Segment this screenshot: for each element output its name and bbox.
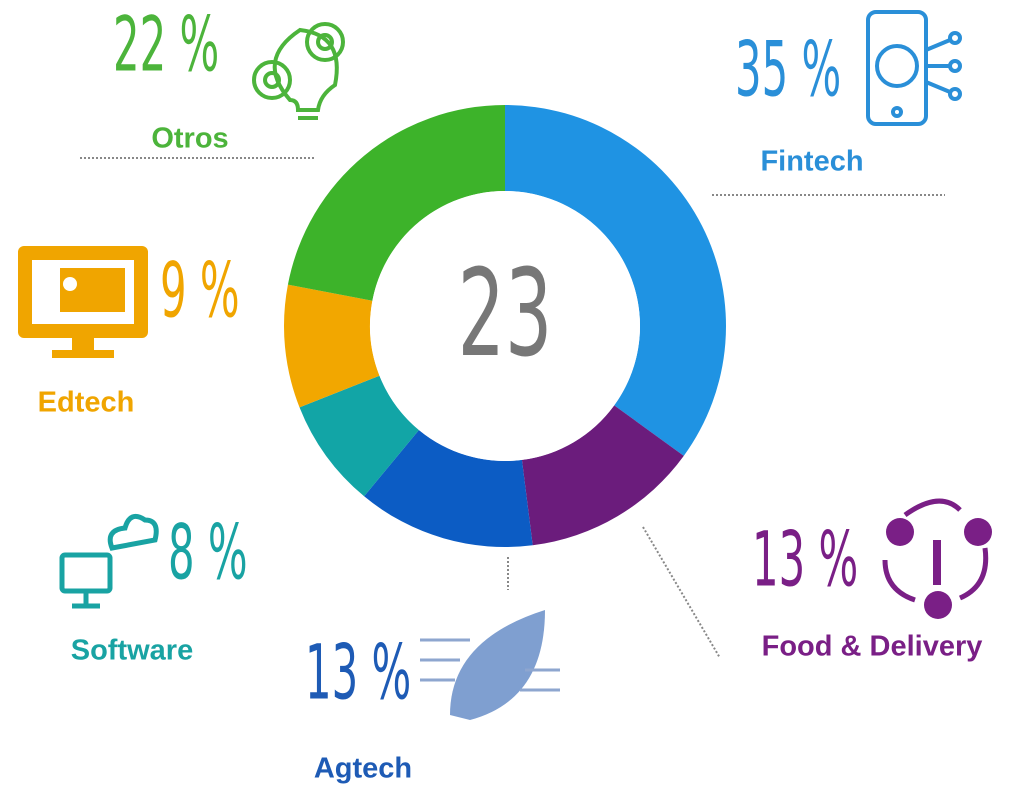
value-label: 35 % <box>735 26 841 114</box>
value-label: 13 % <box>752 516 858 604</box>
agtech-icon <box>420 610 560 720</box>
fintech-icon <box>866 10 962 126</box>
value-label: 9 % <box>160 247 240 335</box>
donut-slice <box>284 284 380 408</box>
donut-slice <box>287 105 505 301</box>
donut-slice <box>521 405 684 546</box>
donut-slice <box>299 375 419 497</box>
value-label: 13 % <box>305 629 411 717</box>
software-icon <box>59 513 159 609</box>
edtech-icon <box>18 246 148 358</box>
value-label: 8 % <box>168 509 248 597</box>
donut-slice <box>364 430 533 547</box>
category-label: Software <box>71 635 193 667</box>
category-label: Edtech <box>38 387 135 419</box>
food-icon <box>882 498 992 619</box>
leader-line <box>642 526 721 659</box>
center-label: 23 <box>458 243 553 384</box>
donut-hole <box>370 191 640 461</box>
category-label: Otros <box>151 123 228 155</box>
donut <box>284 105 727 547</box>
category-label: Agtech <box>314 753 412 785</box>
otros-icon <box>252 22 345 120</box>
leader-lines <box>80 157 945 659</box>
category-label: Fintech <box>760 146 863 178</box>
value-label: 22 % <box>113 1 219 89</box>
category-label: Food & Delivery <box>762 631 983 663</box>
donut-slice <box>505 105 727 456</box>
